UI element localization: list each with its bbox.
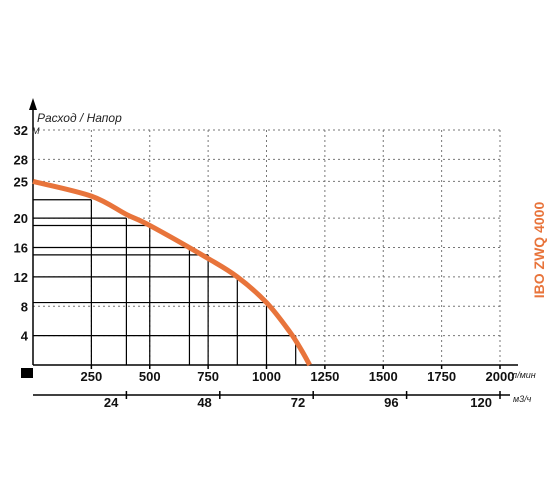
x-tick-label: 1250 <box>310 369 339 384</box>
x-tick-label: 250 <box>81 369 103 384</box>
x-tick-label: 500 <box>139 369 161 384</box>
x2-tick-label: 48 <box>197 395 211 410</box>
x2-unit-label: м3/ч <box>513 394 532 404</box>
y-tick-label: 12 <box>14 270 28 285</box>
x-tick-label: 2000 <box>486 369 515 384</box>
x-tick-label: 1000 <box>252 369 281 384</box>
y-unit-label: М <box>32 126 40 136</box>
x-tick-label: 1750 <box>427 369 456 384</box>
y-tick-label: 32 <box>14 123 28 138</box>
x2-tick-label: 96 <box>384 395 398 410</box>
y-tick-label: 4 <box>21 329 29 344</box>
y-tick-label: 16 <box>14 241 28 256</box>
x2-tick-label: 72 <box>291 395 305 410</box>
x2-tick-label: 24 <box>104 395 119 410</box>
tick-labels: 250 500 750 1000 1250 1500 1750 200048121620252… <box>14 123 515 410</box>
curve-layer <box>32 178 312 367</box>
x-tick-label: 1500 <box>369 369 398 384</box>
y-axis-title: Расход / Напор <box>37 111 122 125</box>
x-tick-label: 750 <box>197 369 219 384</box>
x-unit-label: л/мин <box>511 370 536 380</box>
y-tick-label: 20 <box>14 211 28 226</box>
guide-lines <box>33 199 297 365</box>
model-label: IBO ZWQ 4000 <box>531 202 547 299</box>
y-tick-label: 28 <box>14 152 28 167</box>
y-tick-label: 8 <box>21 299 28 314</box>
x2-tick-label: 120 <box>470 395 492 410</box>
y-axis-arrow <box>29 98 37 110</box>
y-tick-label: 25 <box>14 174 28 189</box>
axes <box>21 98 518 399</box>
origin-marker <box>21 368 33 378</box>
performance-curve <box>32 178 312 367</box>
